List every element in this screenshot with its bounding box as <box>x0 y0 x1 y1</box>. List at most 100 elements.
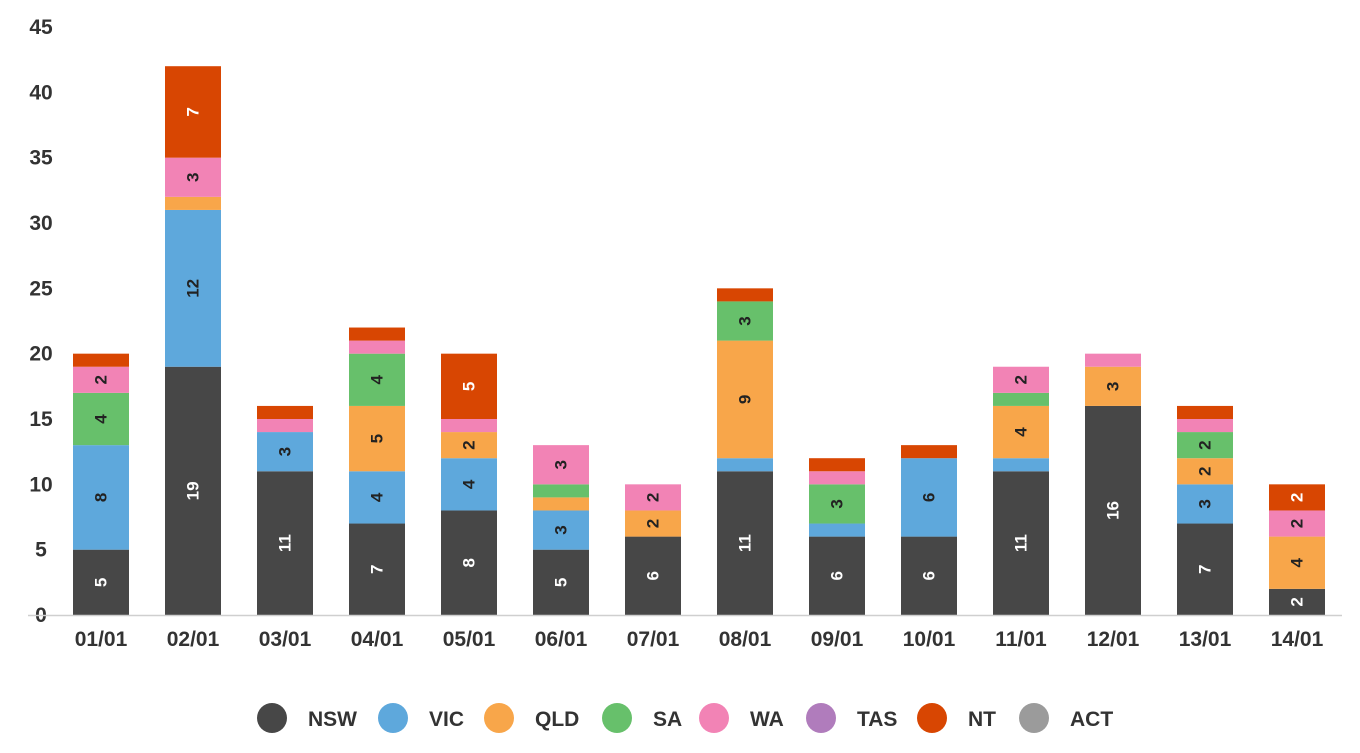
bar-segment-wa <box>1177 419 1233 433</box>
legend-marker <box>257 703 287 733</box>
bar-segment-nt <box>809 458 865 472</box>
legend-item-tas: TAS <box>806 703 897 733</box>
data-label: 3 <box>184 173 203 182</box>
x-axis: 01/01 02/01 03/01 04/01 05/01 06/01 07/01 08/01… <box>28 614 1342 651</box>
legend-marker <box>917 703 947 733</box>
x-tick-label: 11/01 <box>995 628 1047 651</box>
data-label: 5 <box>552 578 571 587</box>
x-tick-label: 07/01 <box>627 628 680 651</box>
y-tick-label: 40 <box>29 81 52 104</box>
data-label: 2 <box>1012 375 1031 384</box>
bar-segment-vic <box>717 458 773 472</box>
data-label: 7 <box>368 565 387 574</box>
data-label: 11 <box>1012 534 1031 552</box>
bar-segment-nsw <box>1269 588 1325 615</box>
data-label: 6 <box>644 571 663 580</box>
bar-segment-qld <box>441 432 497 459</box>
bar-segment-sa <box>533 484 589 498</box>
x-tick-label: 02/01 <box>167 628 220 651</box>
data-label: 5 <box>368 434 387 443</box>
bar-segment-qld <box>1177 458 1233 485</box>
y-tick-label: 10 <box>29 473 52 496</box>
bar-segment-wa <box>73 366 129 393</box>
bar-segment-vic <box>809 523 865 537</box>
data-label: 8 <box>460 558 479 567</box>
legend-label: QLD <box>535 708 579 731</box>
data-label: 2 <box>644 493 663 502</box>
y-tick-label: 5 <box>35 539 47 562</box>
data-label: 8 <box>92 493 111 502</box>
data-label: 2 <box>1288 519 1307 528</box>
data-label: 2 <box>644 519 663 528</box>
legend-item-sa: SA <box>602 703 682 733</box>
bar-segment-wa <box>625 484 681 511</box>
data-label: 11 <box>736 534 755 552</box>
bar-segment-wa <box>441 419 497 433</box>
legend-marker <box>484 703 514 733</box>
bar-segment-nsw <box>257 471 313 615</box>
legend-label: SA <box>653 708 682 731</box>
bar-segment-wa <box>993 366 1049 393</box>
bar-segment-qld <box>1269 536 1325 589</box>
legend-label: TAS <box>857 708 897 731</box>
bar-segment-sa <box>717 301 773 341</box>
legend-label: WA <box>750 708 784 731</box>
bar-segment-nt <box>73 353 129 367</box>
data-label: 3 <box>828 499 847 508</box>
data-label: 3 <box>736 316 755 325</box>
bar-stack-12-01: 16 3 <box>1085 353 1141 615</box>
bar-segment-nsw <box>533 549 589 615</box>
data-label: 7 <box>1196 565 1215 574</box>
x-tick-label: 08/01 <box>719 628 772 651</box>
bar-segment-vic <box>901 458 957 537</box>
data-label: 16 <box>1104 501 1123 520</box>
legend-item-vic: VIC <box>378 703 464 733</box>
legend-marker <box>1019 703 1049 733</box>
bar-segment-wa <box>257 419 313 433</box>
y-tick-label: 35 <box>29 147 53 170</box>
x-tick-label: 12/01 <box>1087 628 1140 651</box>
x-tick-label: 01/01 <box>75 628 128 651</box>
bar-segment-sa <box>73 392 129 446</box>
bar-segment-wa <box>533 445 589 485</box>
bar-segment-nt <box>165 66 221 158</box>
data-label: 2 <box>1196 440 1215 449</box>
bar-segment-nt <box>441 353 497 419</box>
bar-segment-nsw <box>901 536 957 615</box>
data-label: 7 <box>184 107 203 116</box>
bar-segment-sa <box>349 353 405 406</box>
x-tick-label: 04/01 <box>351 628 404 651</box>
bar-stack-06-01: 5 3 3 <box>533 445 589 615</box>
bar-stack-11-01: 11 4 2 <box>993 366 1049 615</box>
y-tick-label: 25 <box>29 277 53 300</box>
data-label: 2 <box>460 440 479 449</box>
bar-segment-nsw <box>993 471 1049 615</box>
bar-segment-nt <box>257 405 313 419</box>
legend-marker <box>602 703 632 733</box>
data-label: 4 <box>92 414 111 424</box>
bar-segment-nt <box>349 327 405 341</box>
bar-segment-nsw <box>809 536 865 615</box>
bar-segment-wa <box>1269 510 1325 537</box>
bar-segment-vic <box>349 471 405 524</box>
data-label: 3 <box>1196 499 1215 508</box>
data-label: 3 <box>276 447 295 456</box>
y-tick-label: 30 <box>29 212 52 235</box>
bar-segment-vic <box>993 458 1049 472</box>
bars: 5842191237113745484255336221193636611421… <box>73 66 1325 615</box>
data-label: 12 <box>184 279 203 298</box>
legend-label: ACT <box>1070 708 1113 731</box>
x-tick-label: 05/01 <box>443 628 496 651</box>
bar-segment-nsw <box>165 366 221 615</box>
x-tick-label: 03/01 <box>259 628 312 651</box>
bar-segment-qld <box>717 340 773 459</box>
bar-segment-sa <box>993 392 1049 406</box>
legend-marker <box>378 703 408 733</box>
legend-label: NT <box>968 708 996 731</box>
legend-item-wa: WA <box>699 703 784 733</box>
bar-segment-vic <box>165 209 221 367</box>
bar-segment-qld <box>349 405 405 472</box>
bar-segment-nsw <box>625 536 681 615</box>
bar-segment-nsw <box>717 471 773 615</box>
data-label: 2 <box>92 375 111 384</box>
